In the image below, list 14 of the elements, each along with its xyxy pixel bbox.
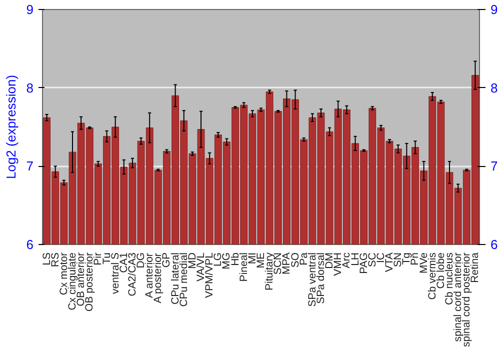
y2-tick-label: 9 — [490, 2, 498, 17]
x-tick-label: OB posterior — [84, 252, 96, 312]
y-tick-label: 6 — [26, 237, 34, 252]
y-axis-title: Log2 (expression) — [3, 74, 18, 180]
x-tick-label: Tg — [400, 252, 413, 265]
x-tick-label: MVe — [418, 252, 430, 274]
y-tick-label: 9 — [26, 2, 34, 17]
x-tick-label: RS — [49, 252, 62, 268]
y-tick-label: 7 — [26, 158, 34, 174]
y-tick-label: 8 — [26, 80, 34, 96]
y2-tick-label: 6 — [490, 237, 498, 252]
x-tick-label: Retina — [469, 252, 482, 283]
y2-tick-label: 7 — [490, 158, 498, 174]
y2-tick-label: 8 — [490, 80, 498, 96]
